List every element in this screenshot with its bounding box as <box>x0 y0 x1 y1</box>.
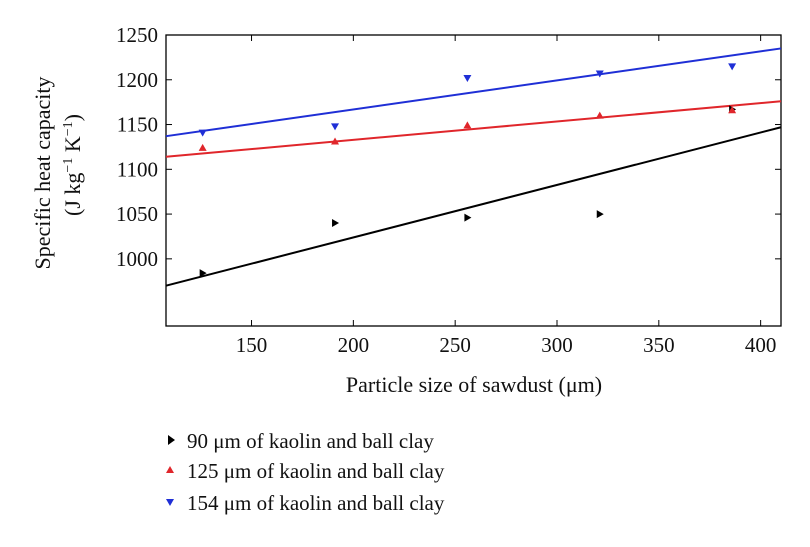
fit-lines <box>165 47 782 287</box>
y-tick-label: 1000 <box>116 247 158 271</box>
data-point <box>199 269 207 278</box>
y-axis-units-group: (J kg−1 K−1) <box>60 114 85 216</box>
plot-frame <box>165 34 782 327</box>
data-point <box>463 121 472 129</box>
x-tick-label: 300 <box>541 333 573 357</box>
data-point <box>464 213 472 222</box>
data-point <box>198 143 207 151</box>
legend-label-125um: 125 μm of kaolin and ball clay <box>187 459 445 483</box>
data-point <box>331 137 340 145</box>
y-tick-label: 1200 <box>116 68 158 92</box>
legend-item-125um: 125 μm of kaolin and ball clay <box>166 459 445 483</box>
x-tick-label: 400 <box>745 333 777 357</box>
data-point <box>198 129 207 137</box>
plot-border <box>165 34 782 327</box>
y-tick-label: 1100 <box>117 157 158 181</box>
y-axis-title-group: Specific heat capacity <box>30 76 55 269</box>
x-tick-label: 200 <box>338 333 370 357</box>
data-point <box>728 63 737 71</box>
x-tick-label: 150 <box>236 333 268 357</box>
x-tick-label: 250 <box>439 333 471 357</box>
legend-item-154um: 154 μm of kaolin and ball clay <box>166 491 445 515</box>
x-axis-title: Particle size of sawdust (μm) <box>346 372 602 397</box>
legend-marker-90um <box>168 435 175 445</box>
y-tick-label: 1250 <box>116 23 158 47</box>
y-tick-label: 1150 <box>117 113 158 137</box>
axis-ticks: 150 200 250 300 350 400 1000 1050 1100 1150 1200 12… <box>116 23 781 357</box>
data-point <box>596 210 604 219</box>
legend-label-154um: 154 μm of kaolin and ball clay <box>187 491 445 515</box>
fit-line <box>165 47 782 138</box>
data-point <box>332 219 340 228</box>
legend-label-90um: 90 μm of kaolin and ball clay <box>187 429 434 453</box>
data-point <box>728 106 737 114</box>
x-tick-label: 350 <box>643 333 675 357</box>
data-point <box>331 123 340 131</box>
fit-line <box>165 100 782 158</box>
data-point <box>595 70 604 78</box>
legend: 90 μm of kaolin and ball clay 125 μm of … <box>166 429 445 515</box>
legend-item-90um: 90 μm of kaolin and ball clay <box>168 429 434 453</box>
y-tick-label: 1050 <box>116 202 158 226</box>
legend-marker-125um <box>166 466 174 473</box>
y-axis-units: (J kg−1 K−1) <box>60 114 85 216</box>
data-point <box>463 74 472 82</box>
data-point <box>595 111 604 119</box>
y-axis-title: Specific heat capacity <box>30 76 55 269</box>
fit-line <box>165 126 782 287</box>
data-markers <box>198 63 737 278</box>
legend-marker-154um <box>166 499 174 506</box>
